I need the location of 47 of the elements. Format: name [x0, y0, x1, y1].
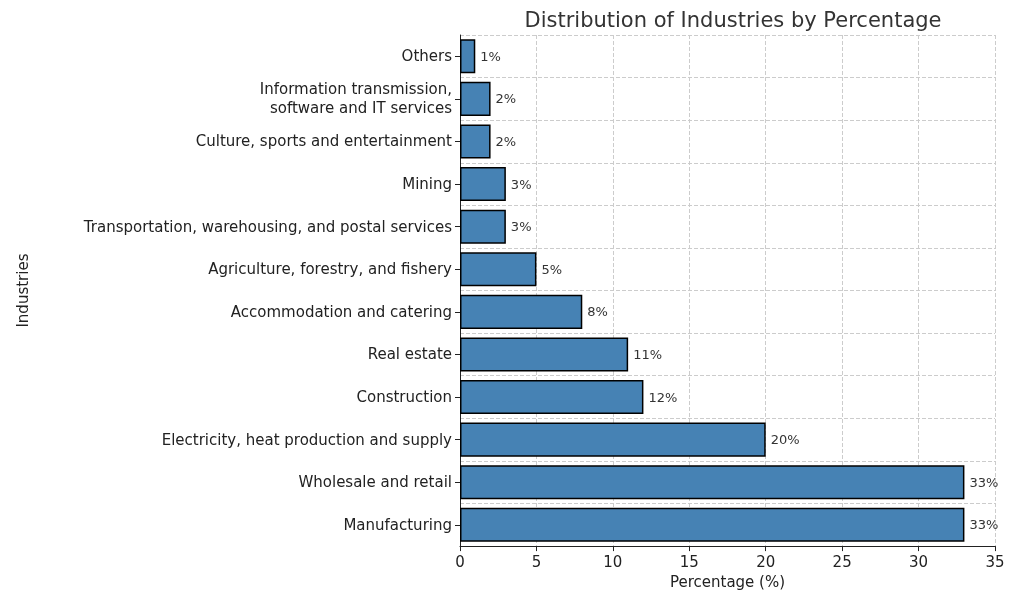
- x-tick-label: 15: [679, 552, 699, 571]
- y-tick-label: Electricity, heat production and supply: [161, 430, 453, 449]
- bar: [460, 81, 491, 116]
- bar: [460, 294, 583, 329]
- x-tick-label: 25: [832, 552, 852, 571]
- data-label: 2%: [495, 133, 517, 149]
- bar: [460, 379, 644, 415]
- data-label: 8%: [587, 304, 608, 320]
- bar: [460, 422, 766, 457]
- x-tick-label: 10: [603, 552, 623, 571]
- bar: [460, 465, 965, 500]
- data-label: 2%: [495, 91, 517, 107]
- y-tick-label: Mining: [402, 175, 452, 194]
- y-tick-label: Construction: [356, 388, 452, 407]
- data-label: 5%: [541, 261, 563, 277]
- data-label: 12%: [648, 389, 678, 405]
- bar: [460, 39, 476, 74]
- chart-title: Distribution of Industries by Percentage: [524, 7, 942, 32]
- data-label: 1%: [480, 48, 501, 64]
- y-tick-label: Real estate: [367, 345, 452, 364]
- x-tick-label: 0: [455, 552, 465, 571]
- bar: [460, 124, 491, 159]
- bar: [460, 507, 965, 542]
- x-tick-label: 35: [985, 552, 1005, 571]
- y-tick-label: Accommodation and catering: [230, 302, 452, 321]
- data-label: 11%: [633, 346, 663, 362]
- y-tick-label: Information transmission, software and IT services: [259, 80, 453, 118]
- x-tick-label: 20: [756, 552, 776, 571]
- data-label: 33%: [969, 517, 999, 533]
- y-tick-label: Others: [401, 47, 453, 66]
- bar: [460, 209, 506, 244]
- data-label: 33%: [969, 474, 999, 490]
- y-tick-label: Wholesale and retail: [298, 473, 452, 492]
- y-tick-label: Agriculture, forestry, and fishery: [208, 260, 453, 279]
- x-axis-title: Percentage (%): [669, 572, 786, 591]
- y-tick-label: Manufacturing: [343, 515, 452, 534]
- bar: [460, 252, 537, 287]
- data-label: 3%: [510, 176, 532, 192]
- bar: [460, 167, 506, 202]
- data-label: 20%: [770, 432, 800, 448]
- bar: [460, 337, 629, 372]
- y-tick-label: Transportation, warehousing, and postal services: [82, 217, 453, 236]
- data-label: 3%: [510, 219, 532, 235]
- y-axis-title: Industries: [13, 253, 32, 328]
- x-tick-label: 5: [531, 552, 542, 571]
- y-tick-label: Culture, sports and entertainment: [195, 132, 453, 151]
- x-tick-label: 30: [909, 552, 929, 571]
